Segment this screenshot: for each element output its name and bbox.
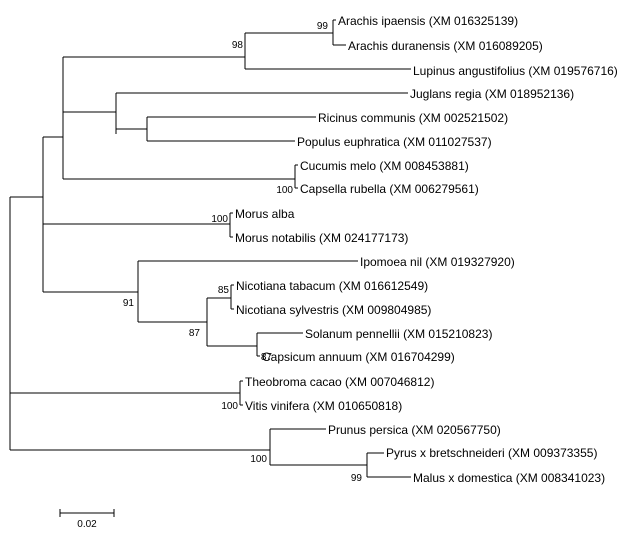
taxon-label-populus-euphratica: Populus euphratica (XM 011027537)	[297, 135, 492, 149]
taxon-label-capsella-rubella: Capsella rubella (XM 006279561)	[300, 182, 479, 196]
bootstrap-value: 100	[276, 185, 293, 196]
taxon-label-cucumis-melo: Cucumis melo (XM 008453881)	[300, 159, 469, 173]
taxon-label-morus-notabilis: Morus notabilis (XM 024177173)	[235, 231, 408, 245]
bootstrap-value: 85	[218, 285, 230, 296]
bootstrap-values: 99 98 100 100 85 91 87 87 100 100 99	[123, 21, 363, 484]
taxon-label-arachis-duranensis: Arachis duranensis (XM 016089205)	[348, 39, 543, 53]
taxon-label-malus-domestica: Malus x domestica (XM 008341023)	[413, 471, 605, 485]
taxon-label-ipomoea-nil: Ipomoea nil (XM 019327920)	[360, 255, 515, 269]
bootstrap-value: 91	[123, 298, 135, 309]
scale-bar: 0.02	[59, 509, 115, 530]
taxon-label-prunus-persica: Prunus persica (XM 020567750)	[328, 423, 501, 437]
taxon-label-pyrus-bretschneideri: Pyrus x bretschneideri (XM 009373355)	[386, 446, 597, 460]
taxon-label-vitis-vinifera: Vitis vinifera (XM 010650818)	[245, 399, 402, 413]
bootstrap-value: 87	[261, 352, 273, 363]
taxon-label-capsicum-annuum: Capsicum annuum (XM 016704299)	[262, 350, 455, 364]
taxon-label-nicotiana-tabacum: Nicotiana tabacum (XM 016612549)	[236, 279, 428, 293]
taxon-labels: Arachis ipaensis (XM 016325139) Arachis …	[235, 14, 618, 485]
bootstrap-value: 100	[250, 454, 267, 465]
bootstrap-value: 98	[232, 40, 244, 51]
tree-branches	[9, 19, 411, 478]
bootstrap-value: 100	[221, 401, 238, 412]
bootstrap-value: 100	[211, 214, 228, 225]
taxon-label-ricinus-communis: Ricinus communis (XM 002521502)	[318, 111, 508, 125]
bootstrap-value: 99	[317, 21, 329, 32]
taxon-label-lupinus-angustifolius: Lupinus angustifolius (XM 019576716)	[413, 64, 618, 78]
bootstrap-value: 87	[189, 328, 201, 339]
scale-bar-label: 0.02	[77, 519, 97, 530]
taxon-label-arachis-ipaensis: Arachis ipaensis (XM 016325139)	[338, 14, 518, 28]
taxon-label-juglans-regia: Juglans regia (XM 018952136)	[410, 87, 574, 101]
bootstrap-value: 99	[351, 473, 363, 484]
taxon-label-solanum-pennellii: Solanum pennellii (XM 015210823)	[305, 327, 492, 341]
taxon-label-nicotiana-sylvestris: Nicotiana sylvestris (XM 009804985)	[236, 303, 431, 317]
taxon-label-theobroma-cacao: Theobroma cacao (XM 007046812)	[245, 375, 434, 389]
taxon-label-morus-alba: Morus alba	[235, 207, 295, 221]
